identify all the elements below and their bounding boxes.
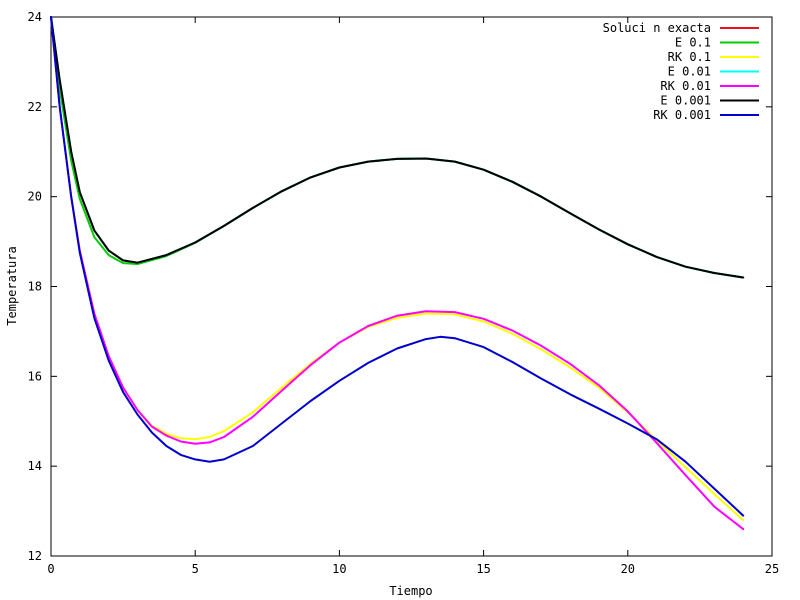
tick-labels: 0 5 10 15 20 25 12 14 16 18 20 22 24 (28, 10, 780, 576)
y-tick-label: 24 (28, 10, 42, 24)
x-tick-label: 0 (47, 562, 54, 576)
x-tick-label: 25 (765, 562, 779, 576)
x-tick-label: 10 (332, 562, 346, 576)
series-line (50, 16, 745, 279)
ticks (50, 16, 773, 557)
y-tick-label: 18 (28, 280, 42, 294)
legend-label: RK 0.01 (660, 79, 711, 93)
legend-label: RK 0.001 (653, 108, 711, 122)
y-tick-label: 22 (28, 100, 42, 114)
series-line (50, 16, 745, 279)
series-line (50, 16, 745, 531)
y-tick-label: 20 (28, 190, 42, 204)
series-line (50, 16, 745, 517)
legend-label: E 0.01 (668, 65, 711, 79)
legend-label: E 0.001 (660, 94, 711, 108)
legend-label: E 0.1 (675, 36, 711, 50)
series-line (50, 16, 745, 279)
y-tick-label: 12 (28, 549, 42, 563)
y-axis-label: Temperatura (5, 246, 19, 325)
legend-label: Soluci n exacta (603, 21, 711, 35)
legend-label: RK 0.1 (668, 50, 711, 64)
y-tick-label: 16 (28, 369, 42, 383)
series-group (50, 16, 745, 531)
series-line (50, 16, 745, 522)
x-tick-label: 20 (621, 562, 635, 576)
y-tick-label: 14 (28, 459, 42, 473)
x-tick-label: 5 (192, 562, 199, 576)
x-tick-label: 15 (476, 562, 490, 576)
series-line (50, 16, 745, 279)
x-axis-label: Tiempo (389, 584, 432, 598)
